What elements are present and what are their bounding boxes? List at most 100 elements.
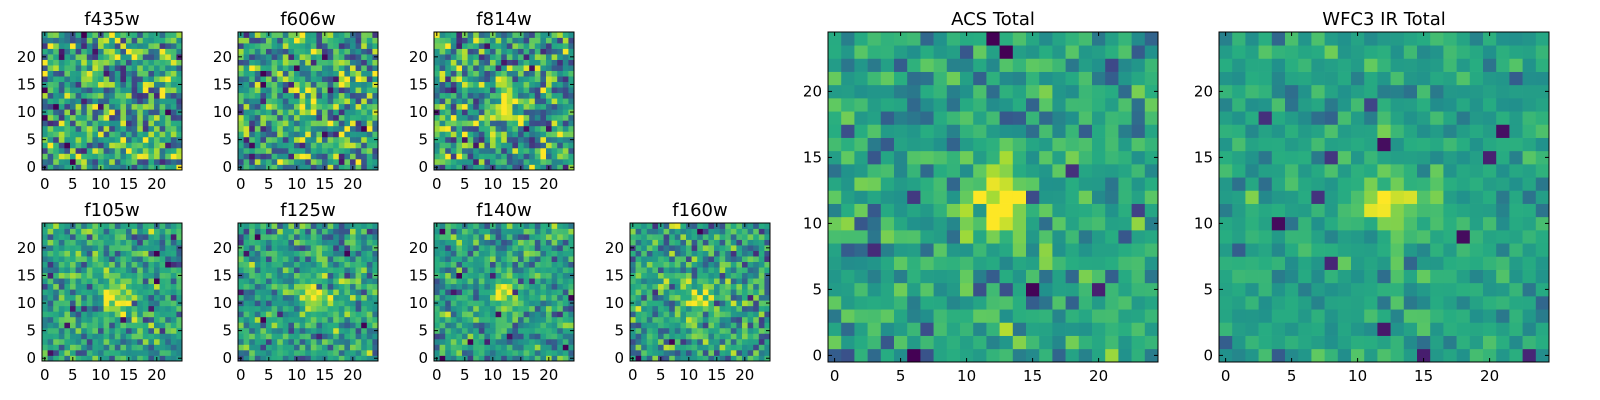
heatmap-cell — [70, 103, 76, 110]
heatmap-cell — [344, 344, 351, 351]
heatmap-cell — [238, 228, 244, 235]
heatmap-cell — [355, 267, 362, 274]
heatmap-cell — [271, 272, 278, 279]
heatmap-cell — [568, 114, 575, 121]
heatmap-cell — [540, 305, 547, 312]
heatmap-cell — [907, 335, 921, 350]
heatmap-cell — [98, 305, 104, 312]
heatmap-cell — [58, 164, 65, 171]
heatmap-cell — [86, 98, 93, 105]
heatmap-cell — [854, 256, 868, 270]
heatmap-cell — [714, 305, 720, 312]
heatmap-cell — [333, 300, 340, 307]
heatmap-cell — [534, 109, 541, 116]
heatmap-cell — [361, 120, 368, 127]
heatmap-cell — [350, 81, 356, 88]
heatmap-cell — [473, 109, 480, 116]
heatmap-cell — [495, 327, 502, 334]
heatmap-cell — [288, 92, 295, 99]
heatmap-cell — [260, 103, 267, 110]
heatmap-cell — [137, 305, 144, 312]
heatmap-cell — [92, 153, 99, 160]
heatmap-cell — [142, 81, 149, 88]
heatmap-cell — [238, 70, 244, 77]
heatmap-cell — [557, 153, 564, 160]
heatmap-cell — [361, 142, 368, 149]
heatmap-cell — [288, 120, 295, 127]
heatmap-cell — [540, 147, 547, 154]
heatmap-cell — [98, 142, 104, 149]
heatmap-cell — [254, 289, 261, 296]
heatmap-cell — [1078, 256, 1093, 270]
heatmap-cell — [562, 278, 569, 285]
heatmap-cell — [999, 216, 1014, 231]
heatmap-cell — [266, 294, 272, 301]
heatmap-cell — [529, 272, 536, 279]
heatmap-cell — [333, 158, 340, 165]
heatmap-cell — [277, 333, 284, 340]
heatmap-cell — [669, 289, 676, 296]
heatmap-cell — [764, 239, 771, 246]
heatmap-cell — [1039, 164, 1053, 178]
heatmap-cell — [243, 76, 250, 83]
heatmap-cell — [540, 239, 547, 246]
heatmap-cell — [523, 250, 530, 257]
heatmap-cell — [126, 344, 132, 351]
heatmap-cell — [316, 131, 323, 138]
heatmap-cell — [277, 70, 284, 77]
heatmap-cell — [137, 98, 144, 105]
heatmap-cell — [1118, 309, 1132, 323]
heatmap-cell — [462, 239, 468, 246]
heatmap-cell — [148, 65, 155, 71]
heatmap-cell — [282, 338, 289, 345]
heatmap-cell — [920, 190, 934, 204]
heatmap-cell — [736, 349, 743, 356]
heatmap-cell — [518, 289, 524, 296]
heatmap-cell — [159, 311, 166, 318]
heatmap-cell — [551, 103, 558, 110]
heatmap-cell — [350, 98, 356, 105]
heatmap-cell — [490, 283, 496, 290]
heatmap-cell — [501, 294, 508, 301]
heatmap-cell — [702, 355, 709, 362]
heatmap-cell — [137, 125, 144, 132]
heatmap-cell — [439, 114, 446, 121]
heatmap-cell — [266, 114, 272, 121]
heatmap-cell — [282, 109, 289, 116]
heatmap-cell — [86, 245, 93, 251]
heatmap-cell — [305, 131, 312, 138]
heatmap-cell — [450, 37, 457, 44]
heatmap-cell — [960, 190, 974, 204]
heatmap-cell — [271, 239, 278, 246]
heatmap-cell — [338, 131, 345, 138]
heatmap-cell — [366, 283, 373, 290]
heatmap-cell — [103, 103, 110, 110]
heatmap-cell — [249, 272, 256, 279]
heatmap-cell — [316, 311, 323, 318]
heatmap-cell — [512, 87, 519, 94]
y-tick-label: 5 — [26, 322, 36, 340]
heatmap-cell — [249, 267, 256, 274]
heatmap-cell — [557, 267, 564, 274]
heatmap-cell — [730, 272, 737, 279]
heatmap-cell — [456, 234, 463, 240]
heatmap-cell — [518, 333, 524, 340]
heatmap-cell — [260, 153, 267, 160]
heatmap-cell — [725, 322, 732, 329]
heatmap-cell — [714, 344, 720, 351]
heatmap-cell — [434, 250, 440, 257]
heatmap-cell — [271, 245, 278, 251]
heatmap-cell — [103, 48, 110, 55]
heatmap-cell — [176, 234, 183, 240]
heatmap-cell — [266, 125, 272, 132]
heatmap-cell — [546, 65, 552, 71]
heatmap-cell — [277, 228, 284, 235]
heatmap-cell — [47, 153, 54, 160]
x-tick-label: 5 — [68, 175, 78, 193]
heatmap-cell — [894, 164, 908, 178]
heatmap-cell — [310, 37, 317, 44]
heatmap-cell — [686, 234, 692, 240]
heatmap-cell — [109, 327, 116, 334]
heatmap-cell — [450, 311, 457, 318]
heatmap-cell — [277, 250, 284, 257]
